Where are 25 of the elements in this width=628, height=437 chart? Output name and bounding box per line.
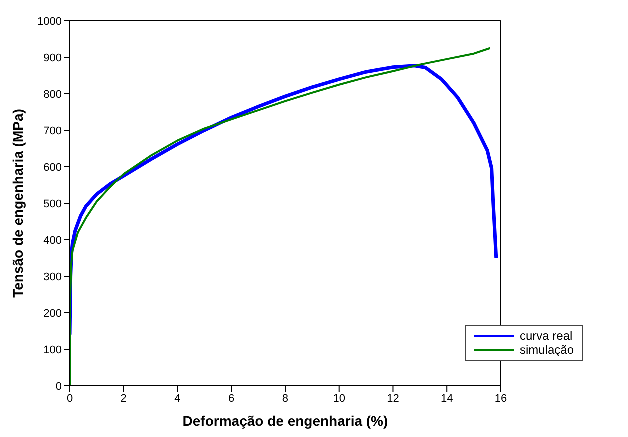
y-tick-label: 600 [44, 162, 62, 174]
legend-label: simulação [520, 343, 574, 357]
x-axis-title: Deformação de engenharia (%) [182, 413, 388, 429]
y-tick-label: 100 [44, 344, 62, 356]
y-tick-label: 300 [44, 271, 62, 284]
y-tick-label: 900 [44, 52, 62, 64]
x-tick-label: 2 [120, 392, 127, 405]
x-tick-label: 6 [228, 392, 235, 405]
x-tick-label: 12 [387, 392, 400, 405]
line-series [70, 47, 492, 386]
y-tick-label: 400 [44, 234, 62, 247]
y-tick-label: 200 [44, 308, 62, 320]
y-tick-label: 1000 [38, 16, 62, 28]
y-axis-title: Tensão de engenharia (MPa) [10, 109, 26, 298]
y-tick-label: 0 [56, 380, 62, 393]
y-tick-label: 800 [44, 88, 62, 101]
x-tick-label: 16 [494, 392, 508, 405]
legend-label: curva real [520, 329, 573, 343]
x-tick-label: 8 [282, 392, 289, 405]
x-tick-label: 4 [174, 392, 181, 405]
y-tick-label: 700 [44, 125, 62, 138]
x-tick-label: 14 [440, 392, 454, 405]
y-tick-label: 500 [44, 198, 62, 210]
x-tick-label: 10 [333, 392, 346, 405]
x-tick-label: 0 [66, 392, 74, 405]
